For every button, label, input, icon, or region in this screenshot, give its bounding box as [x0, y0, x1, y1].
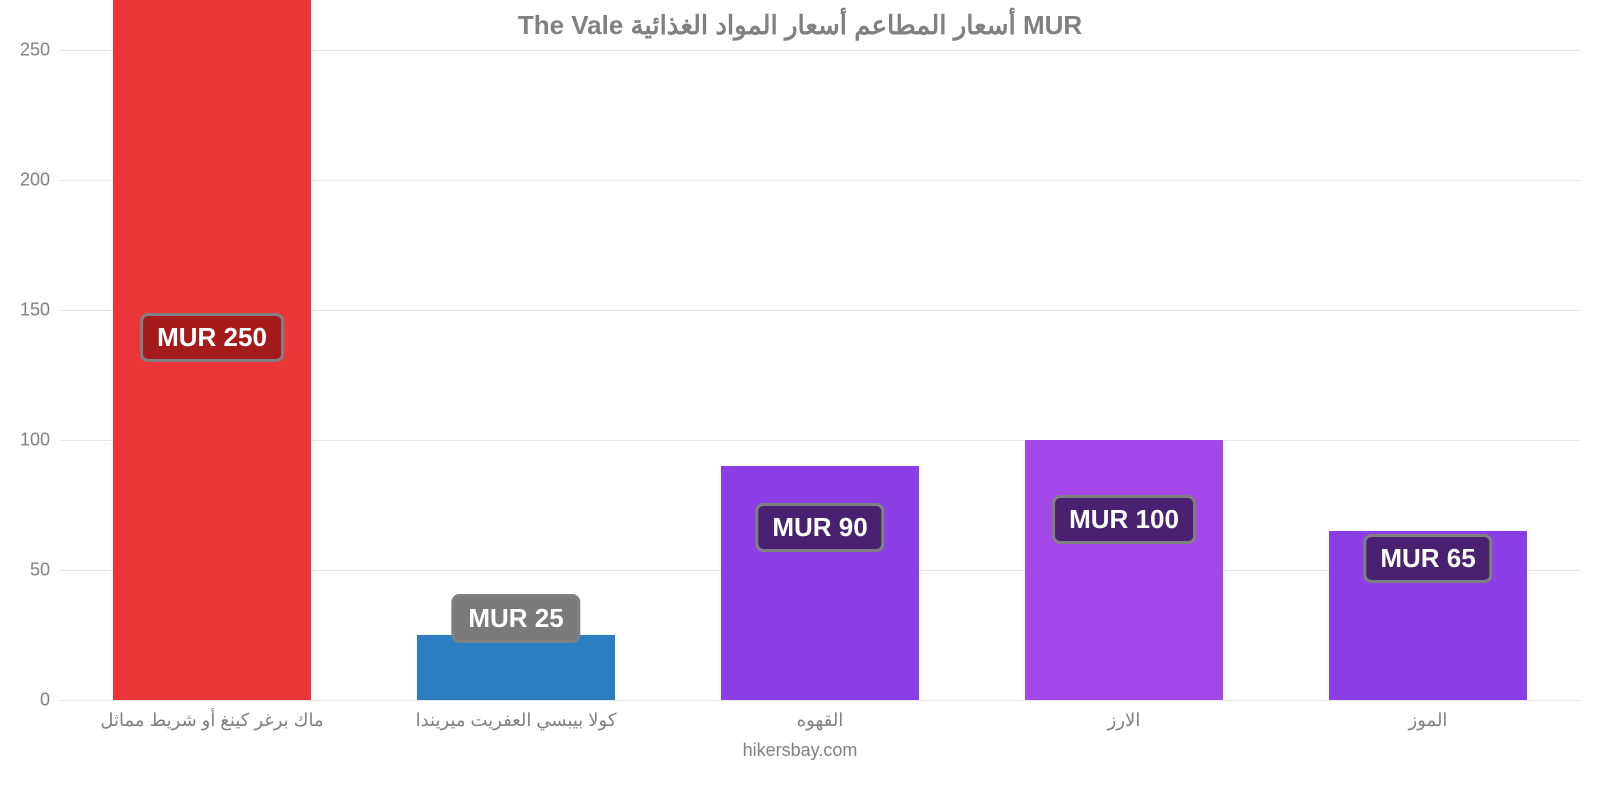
bar-slot: MUR 90القهوه: [668, 50, 972, 700]
value-badge: MUR 65: [1363, 534, 1492, 583]
x-tick-label: ماك برغر كينغ أو شريط مماثل: [60, 700, 364, 731]
bar-slot: MUR 100الارز: [972, 50, 1276, 700]
x-tick-label: كولا بيبسي العفريت ميريندا: [364, 700, 668, 731]
x-tick-label: الارز: [972, 700, 1276, 731]
value-badge: MUR 250: [140, 313, 284, 362]
price-chart: The Vale أسعار المطاعم أسعار المواد الغذ…: [0, 0, 1600, 800]
bar-slot: MUR 250ماك برغر كينغ أو شريط مماثل: [60, 50, 364, 700]
bar: [1025, 440, 1223, 700]
y-tick-label: 50: [30, 560, 60, 581]
y-tick-label: 150: [20, 300, 60, 321]
bar: [721, 466, 919, 700]
y-tick-label: 250: [20, 40, 60, 61]
y-tick-label: 200: [20, 170, 60, 191]
y-tick-label: 100: [20, 430, 60, 451]
bars-container: MUR 250ماك برغر كينغ أو شريط مماثلMUR 25…: [60, 50, 1580, 700]
y-tick-label: 0: [40, 690, 60, 711]
value-badge: MUR 100: [1052, 495, 1196, 544]
source-label: hikersbay.com: [0, 740, 1600, 761]
value-badge: MUR 25: [451, 594, 580, 643]
x-tick-label: الموز: [1276, 700, 1580, 731]
x-tick-label: القهوه: [668, 700, 972, 731]
plot-area: MUR 250ماك برغر كينغ أو شريط مماثلMUR 25…: [60, 50, 1580, 700]
bar-slot: MUR 25كولا بيبسي العفريت ميريندا: [364, 50, 668, 700]
bar: [417, 635, 615, 700]
value-badge: MUR 90: [755, 503, 884, 552]
bar-slot: MUR 65الموز: [1276, 50, 1580, 700]
